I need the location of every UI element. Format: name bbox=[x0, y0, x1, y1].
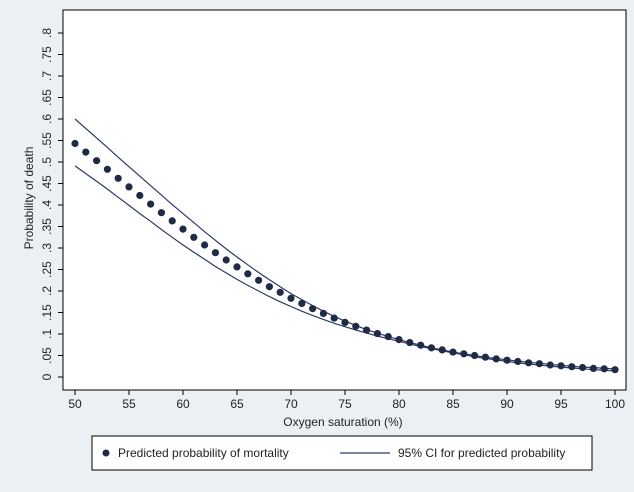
data-point bbox=[82, 148, 90, 156]
y-tick-label: .25 bbox=[40, 261, 54, 278]
y-tick-label: .7 bbox=[40, 71, 54, 81]
data-point bbox=[341, 318, 349, 326]
data-point bbox=[233, 263, 241, 271]
data-point bbox=[352, 322, 360, 330]
y-tick-label: .65 bbox=[40, 89, 54, 106]
data-point bbox=[589, 364, 598, 372]
data-point bbox=[600, 365, 608, 373]
data-point bbox=[492, 355, 500, 363]
x-tick-label: 65 bbox=[230, 397, 244, 411]
data-point bbox=[481, 353, 489, 361]
data-point bbox=[611, 366, 619, 374]
ci-lower-line bbox=[74, 165, 616, 372]
data-point bbox=[319, 309, 327, 317]
y-tick-label: 0 bbox=[40, 373, 54, 380]
data-point bbox=[179, 225, 187, 233]
x-tick-label: 70 bbox=[284, 397, 298, 411]
x-tick-label: 50 bbox=[68, 397, 82, 411]
legend-label-points: Predicted probability of mortality bbox=[118, 446, 289, 460]
y-tick-label: .15 bbox=[40, 304, 54, 321]
y-tick-label: .55 bbox=[40, 132, 54, 149]
y-tick-label: .6 bbox=[40, 114, 54, 124]
data-point bbox=[471, 351, 479, 360]
data-point bbox=[438, 346, 446, 354]
y-tick-label: .75 bbox=[40, 46, 54, 63]
data-point bbox=[147, 200, 155, 208]
data-point bbox=[535, 360, 544, 368]
data-point bbox=[71, 139, 79, 148]
data-point bbox=[373, 330, 381, 338]
data-point bbox=[222, 256, 230, 264]
y-tick-label: .45 bbox=[40, 175, 54, 192]
data-point bbox=[525, 359, 533, 367]
data-point bbox=[395, 336, 403, 344]
data-point bbox=[190, 233, 198, 241]
data-point bbox=[201, 241, 209, 249]
x-tick-label: 60 bbox=[176, 397, 190, 411]
data-point bbox=[255, 276, 263, 284]
data-point bbox=[103, 165, 111, 173]
x-tick-label: 100 bbox=[605, 397, 625, 411]
y-tick-label: .35 bbox=[40, 218, 54, 235]
x-axis-title: Oxygen saturation (%) bbox=[283, 415, 402, 429]
data-point bbox=[136, 191, 144, 200]
y-tick-label: .8 bbox=[40, 28, 54, 38]
x-tick-label: 75 bbox=[338, 397, 352, 411]
y-tick-label: .5 bbox=[40, 157, 54, 167]
data-point bbox=[287, 294, 295, 302]
y-tick-label: .3 bbox=[40, 243, 54, 253]
data-point bbox=[298, 299, 306, 308]
data-point bbox=[406, 339, 414, 347]
legend-marker-points bbox=[102, 449, 110, 457]
x-tick-label: 55 bbox=[122, 397, 136, 411]
data-point bbox=[265, 283, 273, 291]
data-point bbox=[363, 326, 371, 334]
x-axis: 50 55 60 65 70 75 80 85 90 95 100 bbox=[68, 390, 625, 411]
data-point bbox=[427, 344, 435, 352]
data-point bbox=[276, 288, 284, 296]
data-point bbox=[503, 356, 511, 364]
data-point bbox=[157, 209, 165, 217]
y-axis: 0 .05 .1 .15 .2 .25 .3 .35 .4 .45 .5 .55 .6 .65 .7 .75.… bbox=[40, 28, 63, 380]
data-point bbox=[557, 362, 565, 370]
x-tick-label: 85 bbox=[446, 397, 460, 411]
y-tick-label: .2 bbox=[40, 286, 54, 296]
legend-label-ci: 95% CI for predicted probability bbox=[398, 446, 565, 460]
y-tick-label: .4 bbox=[40, 200, 54, 210]
x-tick-label: 95 bbox=[554, 397, 568, 411]
plot-area bbox=[62, 9, 627, 391]
data-point bbox=[309, 305, 317, 313]
data-point bbox=[460, 350, 468, 358]
prediction-points bbox=[71, 139, 619, 374]
data-point bbox=[417, 341, 425, 349]
data-point bbox=[114, 174, 122, 182]
data-point bbox=[330, 314, 338, 322]
x-tick-label: 80 bbox=[392, 397, 406, 411]
data-point bbox=[514, 357, 522, 366]
data-point bbox=[384, 333, 392, 341]
x-tick-label: 90 bbox=[500, 397, 514, 411]
data-point bbox=[125, 183, 133, 191]
y-tick-label: .05 bbox=[40, 347, 54, 364]
y-tick-label: .1 bbox=[40, 329, 54, 339]
data-point bbox=[244, 270, 252, 278]
data-point bbox=[93, 157, 101, 165]
legend: Predicted probability of mortality 95% C… bbox=[91, 435, 593, 471]
data-point bbox=[546, 361, 554, 369]
y-axis-title: Probability of death bbox=[22, 147, 36, 250]
data-point bbox=[168, 217, 176, 225]
data-point bbox=[449, 348, 457, 356]
data-point bbox=[579, 363, 587, 372]
data-point bbox=[568, 363, 576, 371]
data-point bbox=[211, 249, 219, 257]
